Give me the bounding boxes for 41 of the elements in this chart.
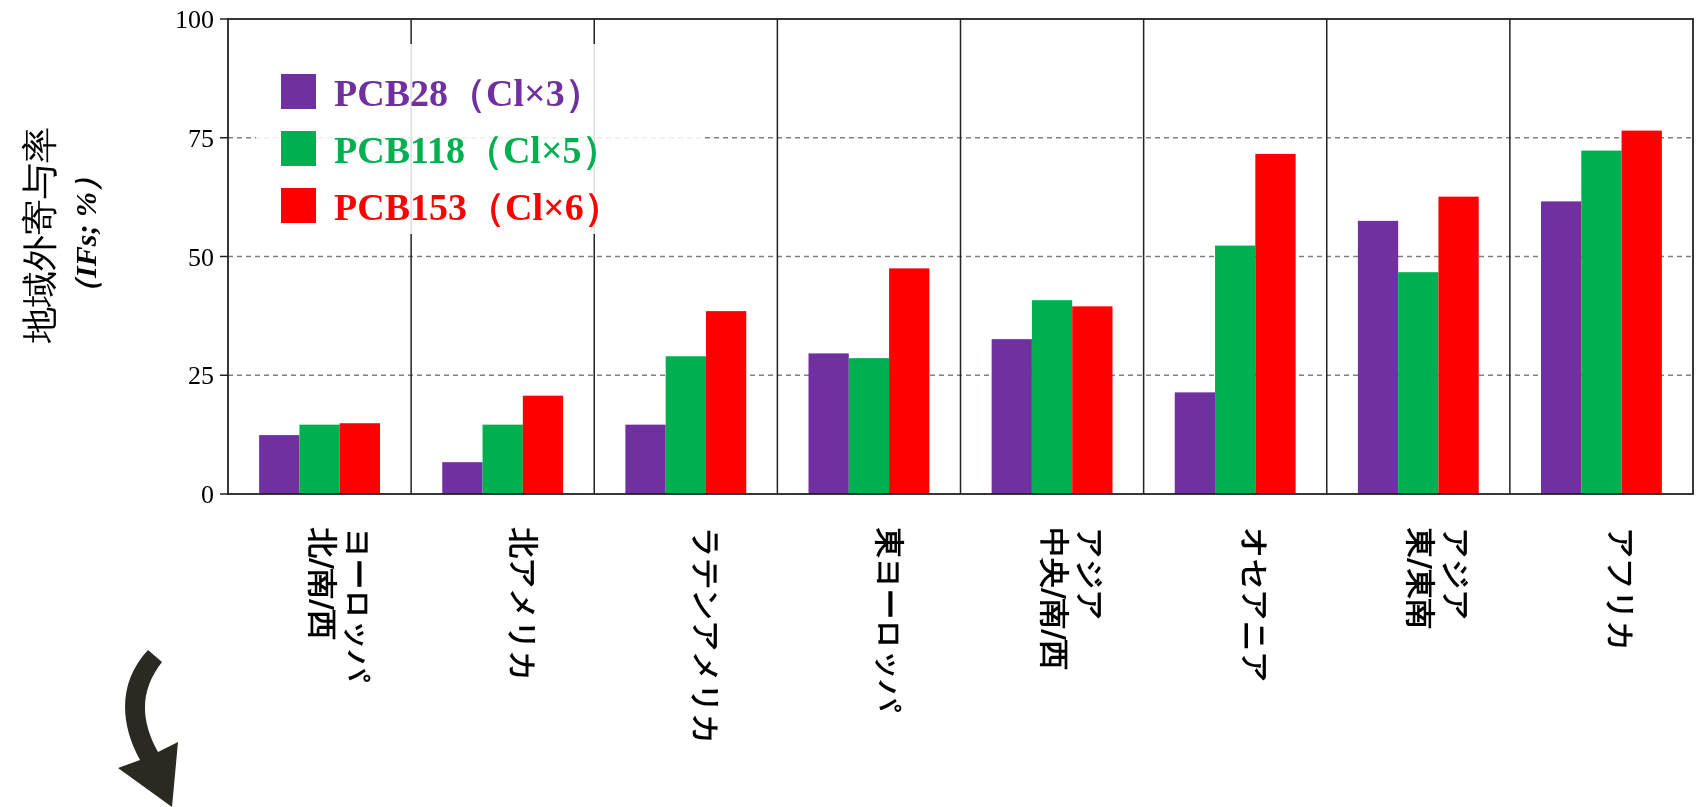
x-tick-label: 中央/南/西アジア bbox=[1037, 528, 1109, 670]
bar bbox=[1398, 272, 1439, 494]
bar bbox=[1621, 130, 1662, 494]
legend-label: PCB28（Cl×3） bbox=[334, 72, 603, 114]
x-tick-label: 東ヨーロッパ bbox=[871, 527, 907, 712]
bar bbox=[1438, 196, 1479, 494]
x-tick-label: 北アメリカ bbox=[505, 527, 541, 682]
bar bbox=[442, 462, 483, 494]
y-tick-label: 0 bbox=[201, 480, 214, 509]
bar bbox=[259, 435, 300, 494]
bar bbox=[1215, 245, 1256, 494]
y-tick-label: 75 bbox=[188, 123, 214, 153]
x-tick-label: オセアニア bbox=[1238, 528, 1274, 683]
x-tick-label: アフリカ bbox=[1604, 528, 1640, 652]
bar bbox=[1541, 201, 1582, 494]
bar bbox=[991, 339, 1032, 494]
bar bbox=[482, 424, 523, 494]
y-axis-title: 地域外寄与率（IFs; %） bbox=[19, 127, 102, 344]
bar bbox=[889, 268, 930, 494]
x-tick-label: 東/東南アジア bbox=[1403, 527, 1475, 629]
y-tick-label: 25 bbox=[188, 361, 214, 391]
legend-label: PCB153（Cl×6） bbox=[334, 186, 622, 228]
legend-label: PCB118（Cl×5） bbox=[334, 129, 620, 171]
bar bbox=[705, 311, 747, 494]
bar bbox=[299, 424, 340, 494]
bar bbox=[1174, 392, 1216, 494]
bar bbox=[1255, 153, 1296, 494]
bar bbox=[625, 424, 666, 494]
bar bbox=[665, 356, 706, 494]
bar bbox=[808, 353, 849, 494]
y-tick-label: 100 bbox=[175, 5, 214, 34]
x-tick-label: 北/南/西ヨーロッパ bbox=[304, 527, 376, 682]
bar bbox=[1072, 306, 1113, 494]
bar bbox=[848, 358, 890, 494]
bar bbox=[1031, 300, 1073, 494]
bar bbox=[522, 395, 564, 494]
y-tick-label: 50 bbox=[188, 242, 214, 272]
x-tick-label: ラテンアメリカ bbox=[688, 528, 724, 745]
bar bbox=[339, 423, 380, 494]
bar bbox=[1581, 150, 1622, 494]
bar bbox=[1357, 220, 1399, 494]
